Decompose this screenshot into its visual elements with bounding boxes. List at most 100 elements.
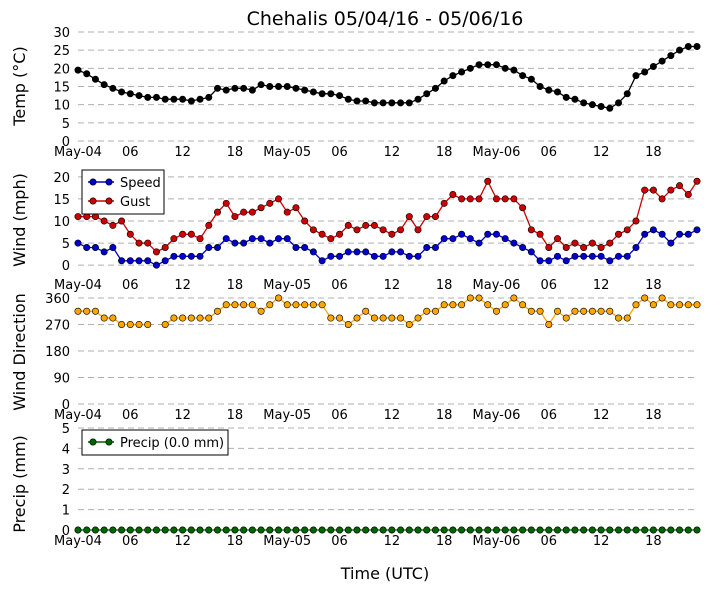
- data-point: [554, 252, 562, 260]
- legend-marker: [89, 438, 97, 446]
- data-point: [649, 526, 657, 534]
- data-point: [475, 239, 483, 247]
- x-axis-label: Time (UTC): [340, 564, 429, 583]
- data-point: [74, 66, 82, 74]
- data-point: [170, 95, 178, 103]
- data-point: [606, 307, 614, 315]
- y-tick-label: 5: [62, 117, 70, 132]
- data-point: [606, 104, 614, 112]
- data-point: [344, 221, 352, 229]
- data-point: [109, 244, 117, 252]
- data-point: [240, 301, 248, 309]
- data-point: [649, 226, 657, 234]
- y-axis-label: Wind (mph): [10, 173, 29, 267]
- data-point: [658, 230, 666, 238]
- y-tick-label: 2: [62, 483, 70, 498]
- x-tick-label: May-04: [54, 278, 102, 293]
- data-point: [571, 239, 579, 247]
- data-point: [545, 526, 553, 534]
- data-point: [248, 301, 256, 309]
- panel-wind: 0 5 10 15 20 May-04 06 12 18 May-05 06 12 18 May-06 06…: [10, 169, 701, 293]
- data-point: [370, 526, 378, 534]
- data-point: [231, 213, 239, 221]
- data-point: [423, 526, 431, 534]
- data-point: [135, 526, 143, 534]
- data-point: [91, 244, 99, 252]
- data-point: [388, 314, 396, 322]
- data-point: [353, 226, 361, 234]
- x-tick-label: May-04: [54, 408, 102, 423]
- data-point: [519, 244, 527, 252]
- data-point: [327, 235, 335, 243]
- data-point: [266, 199, 274, 207]
- data-point: [74, 526, 82, 534]
- data-point: [370, 99, 378, 107]
- data-point: [519, 204, 527, 212]
- data-point: [362, 221, 370, 229]
- y-tick-label: 360: [45, 292, 70, 307]
- data-point: [501, 301, 509, 309]
- data-point: [205, 526, 213, 534]
- data-point: [179, 95, 187, 103]
- x-tick-label: 12: [174, 145, 191, 160]
- data-point: [275, 294, 283, 302]
- y-tick-label: 270: [45, 319, 70, 334]
- data-point: [571, 95, 579, 103]
- data-point: [309, 526, 317, 534]
- data-point: [109, 314, 117, 322]
- data-point: [519, 301, 527, 309]
- data-point: [222, 235, 230, 243]
- data-point: [126, 320, 134, 328]
- data-point: [301, 217, 309, 225]
- data-point: [266, 301, 274, 309]
- data-point: [135, 239, 143, 247]
- y-axis-label: Temp (°C): [10, 46, 29, 126]
- x-tick-label: May-05: [263, 145, 311, 160]
- data-point: [240, 84, 248, 92]
- data-point: [606, 257, 614, 265]
- data-point: [161, 95, 169, 103]
- data-point: [248, 235, 256, 243]
- data-point: [440, 235, 448, 243]
- data-point: [292, 526, 300, 534]
- data-point: [449, 191, 457, 199]
- legend-box: [81, 169, 165, 215]
- data-point: [693, 526, 701, 534]
- y-tick-label: 1: [62, 504, 70, 519]
- data-point: [571, 307, 579, 315]
- data-point: [100, 248, 108, 256]
- x-tick-label: 18: [645, 408, 662, 423]
- data-point: [562, 257, 570, 265]
- data-point: [588, 239, 596, 247]
- data-point: [676, 182, 684, 190]
- data-point: [431, 244, 439, 252]
- data-point: [554, 88, 562, 96]
- data-point: [213, 244, 221, 252]
- x-tick-label: May-06: [473, 408, 521, 423]
- data-point: [501, 64, 509, 72]
- data-point: [213, 307, 221, 315]
- x-tick-label: 18: [436, 408, 453, 423]
- data-point: [466, 235, 474, 243]
- data-point: [492, 195, 500, 203]
- data-point: [91, 307, 99, 315]
- data-point: [466, 64, 474, 72]
- data-point: [240, 208, 248, 216]
- data-point: [344, 95, 352, 103]
- data-point: [318, 301, 326, 309]
- data-point: [283, 208, 291, 216]
- data-point: [318, 230, 326, 238]
- data-point: [397, 526, 405, 534]
- data-point: [231, 239, 239, 247]
- x-tick-label: 18: [436, 145, 453, 160]
- data-point: [83, 526, 91, 534]
- data-point: [126, 257, 134, 265]
- data-point: [257, 81, 265, 89]
- data-point: [466, 195, 474, 203]
- data-point: [205, 314, 213, 322]
- data-point: [379, 314, 387, 322]
- data-point: [615, 252, 623, 260]
- data-point: [170, 526, 178, 534]
- panel-dir: 0 90 180 270 360 May-04 06 12 18 May-05 06 12 18 May-…: [10, 292, 701, 423]
